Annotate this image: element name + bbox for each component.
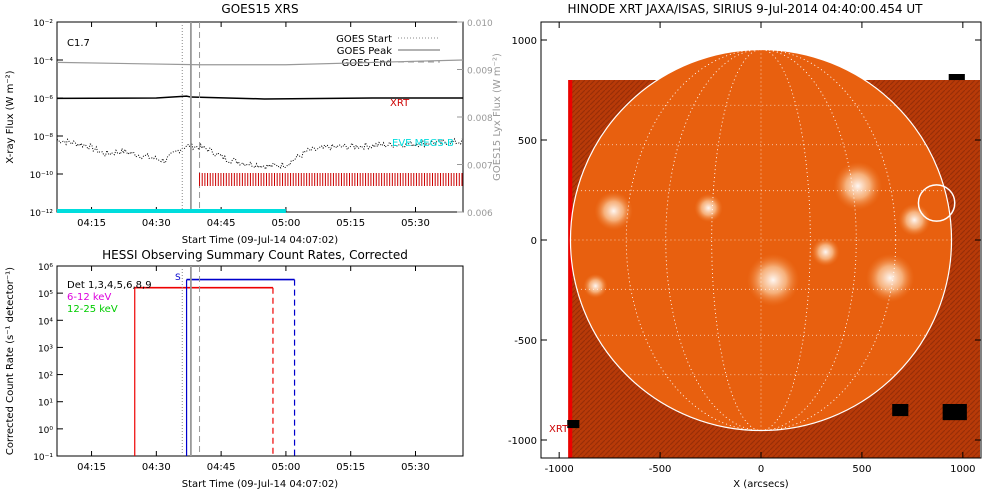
xrt-bright-region [898, 203, 931, 237]
goes-xtick-label: 04:45 [207, 218, 236, 229]
hessi-title: HESSI Observing Summary Count Rates, Cor… [102, 248, 408, 262]
goes-x-axis: 04:15 04:30 04:45 05:00 05:15 05:30 [77, 22, 430, 229]
hessi-x-axis: 04:15 04:30 04:45 05:00 05:15 05:30 [77, 266, 430, 473]
xrt-title: HINODE XRT JAXA/ISAS, SIRIUS 9-Jul-2014 … [568, 2, 924, 16]
xrt-longitude-line [665, 49, 857, 431]
hessi-xtick-label: 05:00 [272, 462, 301, 473]
hessi-ytick-label: 10⁶ [38, 263, 53, 273]
xrt-ytick-label: -500 [514, 336, 537, 347]
hessi-ytick-label: 10⁴ [38, 317, 53, 327]
xrt-xtick-label: 500 [852, 464, 871, 475]
goes-xtick-label: 05:30 [401, 218, 430, 229]
xrt-bright-region [583, 273, 608, 299]
hessi-series-group [134, 266, 296, 456]
goes-title: GOES15 XRS [221, 2, 298, 16]
hessi-xtick-label: 05:30 [401, 462, 430, 473]
hessi-ytick-label: 10¹ [38, 399, 53, 409]
hessi-s-label: S [175, 273, 181, 283]
xrt-missing-block [948, 74, 965, 81]
xrt-bright-region [746, 253, 800, 307]
goes-xrt-label: XRT [390, 98, 410, 109]
goes-short-line [56, 137, 463, 171]
legend-goes-peak: GOES Peak [337, 46, 392, 57]
goes-ylabel-right: GOES15 Lyx Flux (W m⁻²) [492, 53, 503, 181]
goes-xtick-label: 04:30 [142, 218, 171, 229]
goes-y2tick-label: 0.010 [467, 19, 493, 29]
goes-y2tick-label: 0.009 [467, 67, 493, 77]
goes-y2-axis: 0.010 0.009 0.008 0.007 0.006 [457, 19, 493, 219]
xrt-ytick-label: 0 [531, 236, 537, 247]
goes-xtick-label: 05:00 [272, 218, 301, 229]
hessi-xtick-label: 05:15 [336, 462, 365, 473]
goes-legend: GOES Start GOES Peak GOES End [336, 34, 440, 69]
xrt-bright-region [594, 191, 633, 231]
goes-ytick-label: 10⁻¹² [30, 209, 54, 219]
xrt-longitude-line [625, 49, 897, 431]
goes-lyx-line [56, 59, 464, 66]
hessi-xtick-label: 04:15 [77, 462, 106, 473]
xrt-longitude-line [711, 49, 811, 431]
hessi-xtick-label: 04:45 [207, 462, 236, 473]
goes-ytick-label: 10⁻¹⁰ [30, 171, 54, 181]
hessi-xtick-label: 04:30 [142, 462, 171, 473]
goes-ylabel: X-ray Flux (W m⁻²) [5, 70, 16, 163]
xrt-xtick-label: 1000 [950, 464, 975, 475]
xrt-ytick-label: -1000 [508, 436, 537, 447]
xrt-limb [569, 48, 953, 432]
hessi-ytick-label: 10⁰ [38, 426, 53, 436]
hessi-ytick-label: 10⁻¹ [33, 453, 53, 463]
goes-xlabel: Start Time (09-Jul-14 04:07:02) [182, 235, 339, 246]
xrt-xtick-label: -500 [649, 464, 672, 475]
hessi-y-axis: 10⁶ 10⁵ 10⁴ 10³ 10² 10¹ 10⁰ 10⁻¹ [33, 263, 63, 463]
goes-ytick-label: 10⁻⁴ [33, 57, 53, 67]
goes-y2tick-label: 0.006 [467, 209, 493, 219]
xrt-ytick-label: 500 [518, 136, 537, 147]
xrt-xtick-label: 0 [758, 464, 764, 475]
hessi-xlabel: Start Time (09-Jul-14 04:07:02) [182, 479, 339, 490]
hessi-ytick-label: 10³ [38, 344, 53, 354]
xrt-bright-region [833, 161, 883, 211]
goes-eve-label: EVE MEGS-B [392, 138, 454, 149]
xrt-bright-region [865, 253, 915, 303]
hessi-band1-label: 6-12 keV [67, 292, 111, 303]
xrt-ytick-label: 1000 [512, 36, 537, 47]
goes-eve-bar [57, 209, 286, 213]
hessi-band2-label: 12-25 keV [67, 304, 118, 315]
xrt-xtick-label: -1000 [545, 464, 574, 475]
xrt-missing-block [892, 404, 909, 417]
legend-goes-start: GOES Start [336, 34, 392, 45]
xrt-image [567, 48, 980, 458]
xrt-instrument-label: XRT [549, 424, 569, 435]
hessi-ytick-label: 10² [38, 372, 53, 382]
goes-flare-class: C1.7 [67, 38, 90, 49]
xrt-missing-block [567, 420, 580, 429]
xrt-y-axis: 1000 500 0 -500 -1000 [508, 36, 981, 447]
goes-ytick-label: 10⁻⁶ [33, 95, 53, 105]
goes-ytick-label: 10⁻² [33, 19, 53, 29]
xrt-x-axis: -1000 -500 0 500 1000 [545, 22, 976, 475]
goes-ytick-label: 10⁻⁸ [33, 133, 53, 143]
xrt-xlabel: X (arcsecs) [733, 479, 789, 490]
goes-xtick-label: 04:15 [77, 218, 106, 229]
goes-y-axis: 10⁻² 10⁻⁴ 10⁻⁶ 10⁻⁸ 10⁻¹⁰ 10⁻¹² [30, 19, 63, 219]
xrt-missing-block [942, 404, 967, 421]
xrt-flare-circle [917, 184, 956, 222]
legend-goes-end: GOES End [342, 58, 392, 69]
xrt-edge [568, 80, 573, 458]
goes-y2tick-label: 0.008 [467, 114, 493, 124]
goes-y2tick-label: 0.007 [467, 162, 493, 172]
xrt-solar-disk [570, 49, 952, 431]
goes-xtick-label: 05:15 [336, 218, 365, 229]
xrt-bright-region [694, 193, 723, 223]
hessi-detectors: Det 1,3,4,5,6,8,9 [67, 280, 152, 291]
hessi-ytick-label: 10⁵ [38, 290, 53, 300]
hessi-ylabel: Corrected Count Rate (s⁻¹ detector⁻¹) [5, 267, 16, 455]
xrt-bright-region [811, 237, 840, 267]
hessi-plot-frame [56, 265, 464, 457]
goes-series-group [56, 22, 464, 213]
